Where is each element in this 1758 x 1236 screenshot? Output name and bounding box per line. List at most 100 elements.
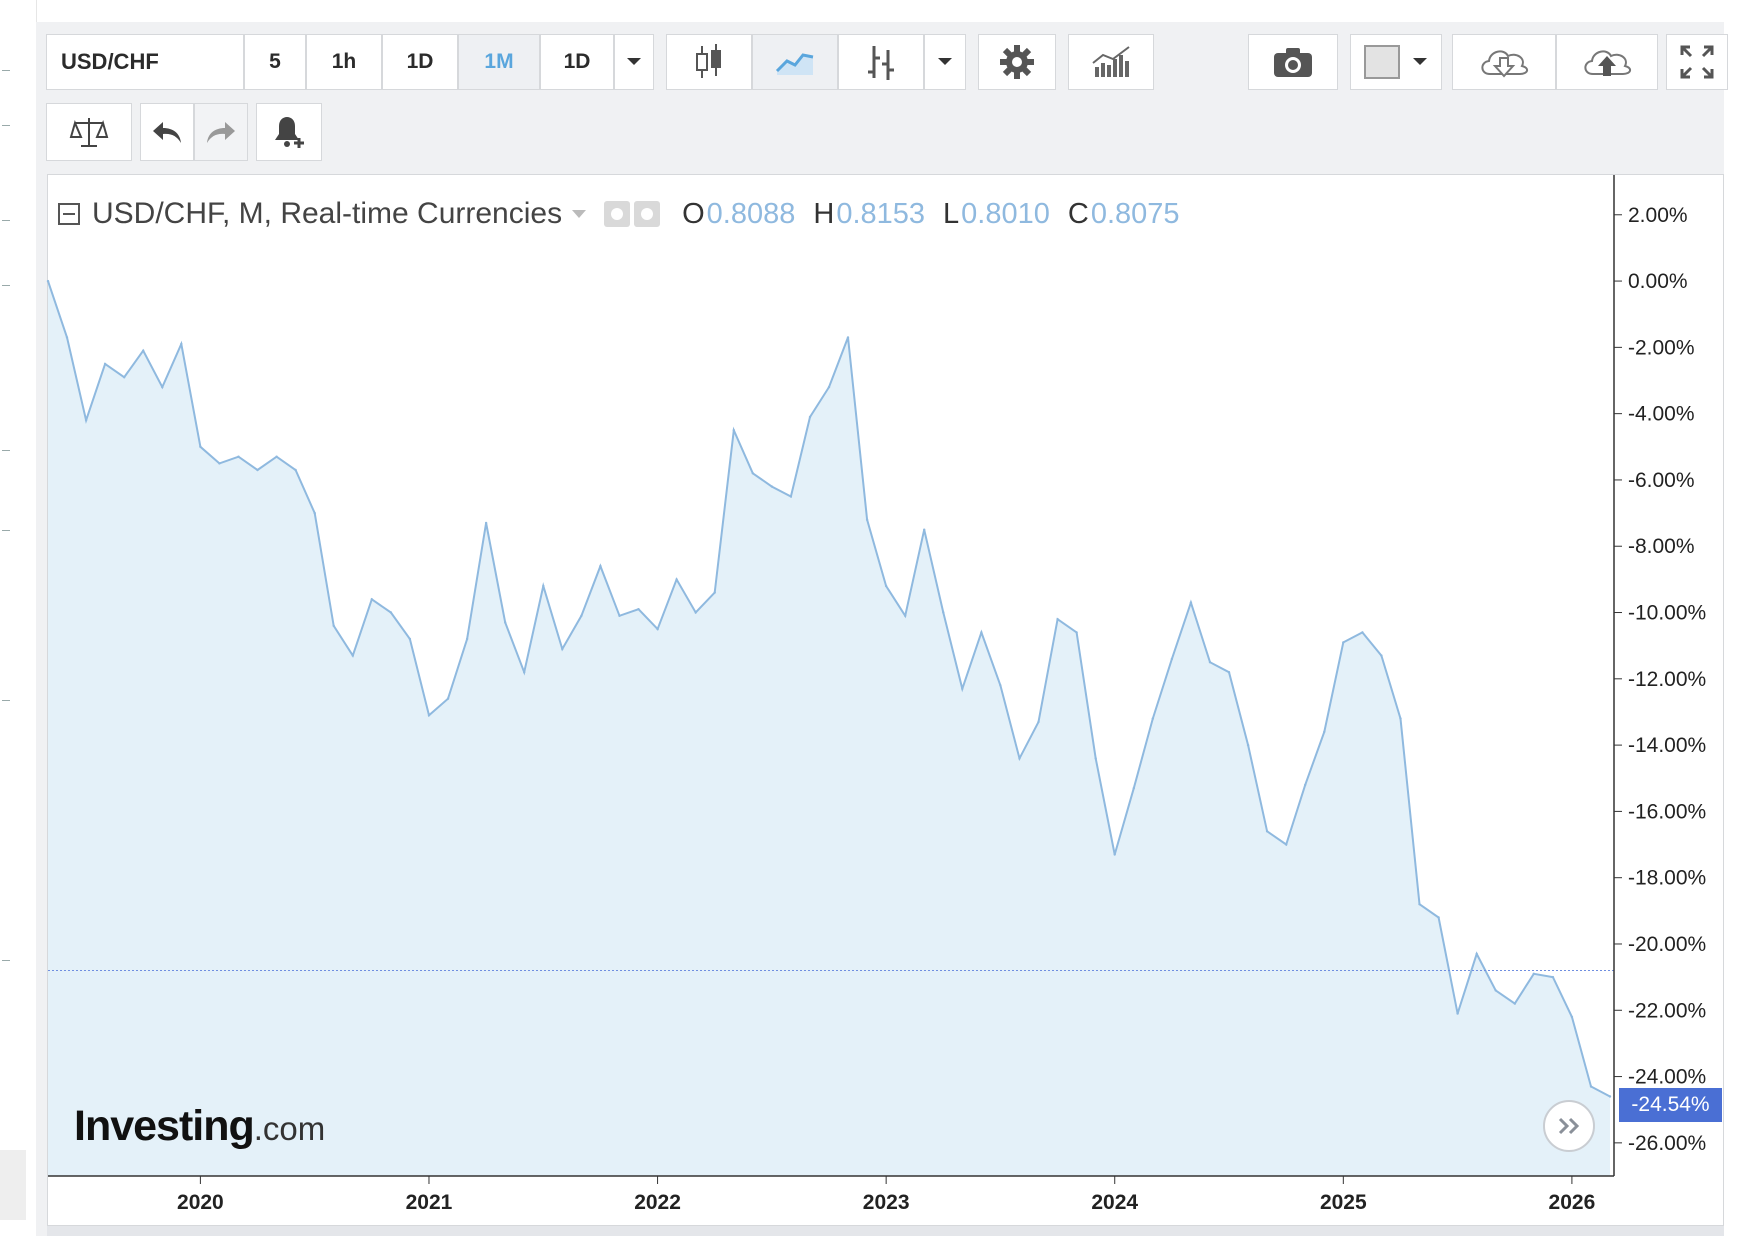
side-panel [0,1150,26,1220]
data-point [1151,717,1155,720]
drawing-tool-mark[interactable] [2,285,10,286]
add-alert-button[interactable] [256,103,322,161]
data-point [1399,717,1402,720]
y-tick-label: -24.00% [1628,1066,1706,1089]
y-tick-label: -14.00% [1628,734,1706,757]
caret-down-icon[interactable] [572,210,587,218]
data-point [561,647,564,651]
line-chart-button[interactable] [752,34,838,90]
data-point [1246,743,1250,747]
data-point [1265,830,1269,833]
interval-1h-button[interactable]: 1h [306,34,382,90]
gear-icon[interactable] [634,201,661,227]
scroll-to-latest-button[interactable] [1543,1100,1595,1152]
series-legend: USD/CHF, M, Real-time Currencies O 0.808… [58,194,1180,234]
data-point [1170,657,1174,661]
upload-chart-button[interactable] [1556,34,1658,90]
data-point [827,385,831,389]
logo-suffix: .com [253,1110,326,1147]
data-point [884,584,888,588]
data-point [942,611,945,614]
y-tick-label: -2.00% [1628,336,1695,359]
data-point [408,637,412,641]
interval-dropdown-button[interactable] [614,34,654,90]
data-point [103,362,107,366]
y-tick-label: -16.00% [1628,800,1706,823]
data-point [484,521,488,525]
fullscreen-icon [1680,45,1714,79]
undo-button[interactable] [140,103,194,161]
data-point [237,455,240,458]
data-point [1361,631,1364,634]
color-theme-button[interactable] [1350,34,1442,90]
bars-chart-button[interactable] [838,34,924,90]
data-point [1513,1002,1517,1005]
drawing-tool-mark[interactable] [2,450,10,451]
data-point [65,336,69,339]
data-point [256,468,259,472]
data-point [427,714,431,717]
double-chevron-right-icon [1558,1117,1580,1135]
camera-icon [1274,48,1312,77]
data-point [1018,757,1021,760]
data-point [1189,601,1193,604]
x-tick-label: 2020 [177,1191,224,1214]
drawing-tool-mark[interactable] [2,960,10,961]
eye-icon[interactable] [604,201,631,227]
data-point [1342,641,1345,644]
data-point [846,336,850,339]
x-tick-label: 2026 [1549,1191,1596,1214]
drawing-tool-mark[interactable] [2,700,10,701]
data-point [84,419,88,422]
data-point [1532,972,1536,975]
data-point [1456,1012,1459,1015]
symbol-search-button[interactable]: USD/CHF [46,34,244,90]
drawing-tool-mark[interactable] [2,530,10,531]
interval-1d-button[interactable]: 1D [382,34,458,90]
data-point [542,584,545,588]
data-point [180,342,183,346]
drawing-tool-mark[interactable] [2,125,10,126]
data-point [694,611,697,614]
data-point [465,637,469,641]
data-point [275,455,278,458]
data-point [713,591,716,594]
data-point [294,468,297,472]
candles-chart-button[interactable] [666,34,752,90]
data-point [980,631,983,634]
data-point [637,608,640,611]
y-tick-label: 2.00% [1628,204,1688,227]
redo-button[interactable] [194,103,248,161]
data-point [161,385,164,389]
data-point [389,611,393,614]
y-tick-label: -8.00% [1628,535,1695,558]
interval-1d-button-2[interactable]: 1D [540,34,614,90]
data-point [1208,661,1212,664]
collapse-legend-icon[interactable] [58,203,80,225]
fullscreen-button[interactable] [1666,34,1728,90]
data-point [1475,952,1478,956]
data-point [789,495,793,498]
chevron-down-icon [938,58,952,65]
interval-1m-button[interactable]: 1M [458,34,540,90]
interval-5-button[interactable]: 5 [244,34,306,90]
data-point [332,624,335,627]
bell-plus-icon [275,117,304,148]
data-point [1494,989,1497,992]
data-point [599,564,602,568]
low-label: L [943,197,960,230]
chart-type-dropdown-button[interactable] [924,34,966,90]
drawing-tool-mark[interactable] [2,70,10,71]
drawing-tool-mark[interactable] [2,220,10,221]
indicators-button[interactable] [1068,34,1154,90]
data-point [808,415,812,419]
data-point [1304,783,1307,787]
data-point [1323,730,1326,733]
screenshot-button[interactable] [1248,34,1338,90]
data-point [1418,903,1421,906]
download-chart-button[interactable] [1452,34,1556,90]
settings-button[interactable] [978,34,1056,90]
investing-logo: Investing.com [74,1102,325,1151]
compare-button[interactable] [46,103,132,161]
